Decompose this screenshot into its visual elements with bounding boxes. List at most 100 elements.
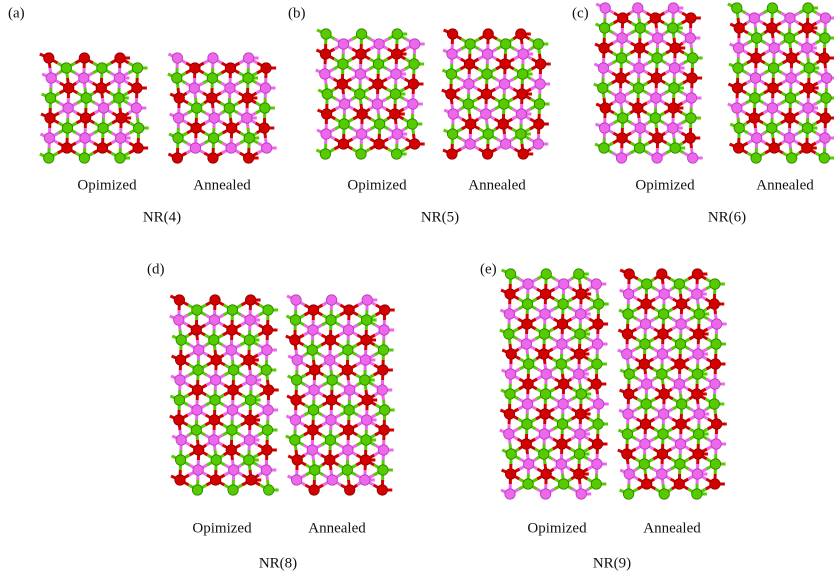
atom [308,484,320,496]
atom [243,454,255,466]
atom [208,414,220,426]
atom [355,28,368,40]
atom [598,142,610,154]
atom [540,268,552,280]
atom [616,32,628,44]
atom [193,444,205,456]
atom [359,374,371,386]
atom [685,12,697,24]
atom [533,98,546,110]
atom [225,344,237,356]
atom [96,62,108,74]
atom [261,444,273,456]
atom [228,364,240,376]
atom [685,112,697,124]
atom [226,324,238,336]
structure-caption: Annealed [193,177,251,193]
atom [750,152,762,164]
atom [342,424,355,436]
atom [657,308,670,320]
atom [227,484,239,496]
atom [464,38,476,50]
atom [78,72,90,84]
atom [226,404,239,416]
atom [373,38,385,50]
atom [260,464,272,476]
atom [801,122,814,134]
atom [801,142,813,154]
atom [802,2,814,14]
atom [481,148,494,160]
atom [262,404,274,416]
atom [259,102,271,114]
atom [614,92,626,104]
atom [175,434,187,446]
atom [289,414,301,426]
atom [802,102,814,114]
atom [517,148,529,160]
atom [377,444,390,456]
atom [669,42,681,54]
atom [79,132,91,144]
atom [639,338,651,350]
atom [675,418,687,430]
atom [378,324,390,336]
atom [557,298,569,310]
atom [245,474,257,486]
atom [175,334,187,346]
atom [504,368,517,380]
atom [539,388,552,400]
atom [558,478,570,490]
atom [446,148,458,160]
atom [132,142,144,154]
atom [245,294,257,306]
atom [173,92,185,104]
atom [505,448,517,460]
atom [615,52,628,64]
atom [463,58,476,70]
structure-caption: Annealed [468,177,526,193]
atom [622,488,635,500]
atom [693,308,705,320]
atom [658,488,670,500]
atom [324,434,336,446]
panel-name: NR(4) [143,209,181,225]
atom [711,418,723,430]
atom [354,68,366,80]
atom [307,424,319,436]
atom [324,334,336,346]
structure-caption: Opimized [527,520,587,536]
atom [767,82,779,94]
atom [673,478,685,490]
atom [599,2,611,14]
atom [819,32,831,44]
atom [623,468,635,480]
atom [61,122,74,134]
atom [710,338,722,350]
atom [686,72,698,84]
atom [377,344,390,356]
atom [191,384,204,396]
structure-caption: Opimized [347,177,407,193]
atom [374,118,386,130]
panel-label: (a) [8,5,25,21]
atom [591,358,603,370]
atom [463,78,475,90]
atom [622,408,634,420]
structure-caption: Annealed [756,177,814,193]
atom [339,98,351,110]
atom [691,268,704,280]
atom [521,398,534,410]
atom [171,52,183,64]
atom [674,358,686,370]
atom [668,62,681,74]
atom [532,38,544,50]
atom [446,128,459,140]
atom [733,122,745,134]
atom [709,478,721,490]
atom [245,394,257,406]
atom [515,28,527,40]
atom [263,484,275,496]
structure-caption: Annealed [643,520,701,536]
atom [538,428,551,440]
